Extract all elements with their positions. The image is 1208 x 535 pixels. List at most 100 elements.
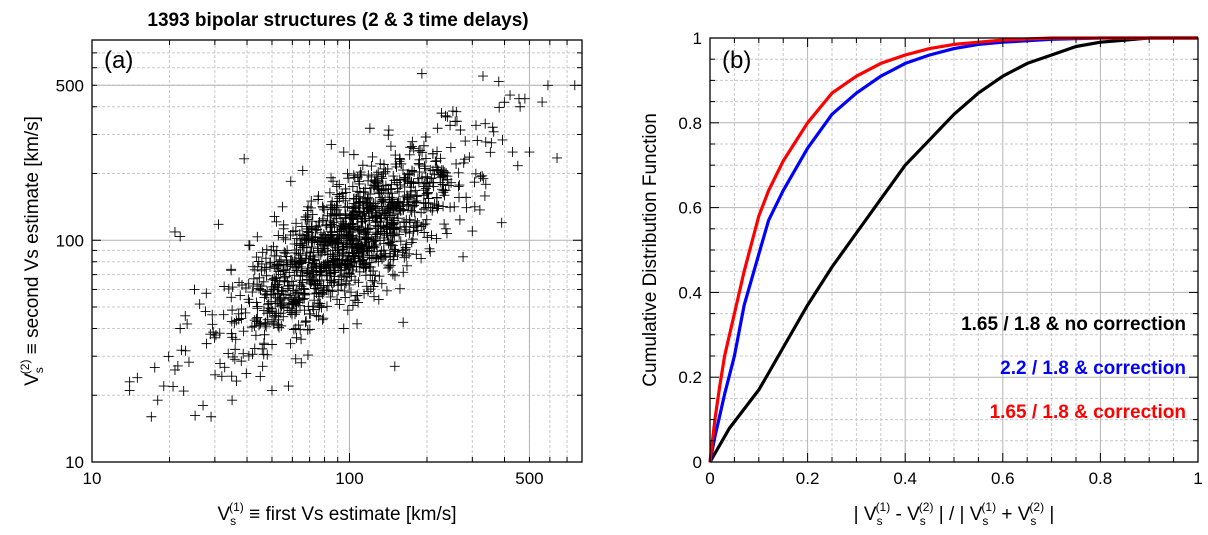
scatter-point <box>249 315 260 326</box>
scatter-point <box>276 254 287 265</box>
scatter-point <box>252 261 263 272</box>
y-tick-label: 1 <box>693 29 702 48</box>
scatter-x-axis-label: Vs(1) ≡ first Vs estimate [km/s] <box>217 500 456 528</box>
scatter-point <box>389 223 400 234</box>
scatter-point <box>436 167 447 178</box>
scatter-point <box>394 229 405 240</box>
scatter-point <box>313 311 324 322</box>
scatter-point <box>372 228 383 239</box>
scatter-point <box>472 135 483 146</box>
scatter-point <box>270 263 281 274</box>
scatter-point <box>387 269 398 280</box>
scatter-point <box>316 261 327 272</box>
scatter-point <box>209 332 220 343</box>
scatter-point <box>552 152 563 163</box>
y-tick-label: 0.2 <box>678 368 702 387</box>
scatter-point <box>392 249 403 260</box>
scatter-point <box>341 255 352 266</box>
scatter-point <box>395 236 406 247</box>
scatter-point <box>218 309 229 320</box>
scatter-point <box>524 147 535 158</box>
scatter-point <box>382 163 393 174</box>
scatter-point <box>409 166 420 177</box>
scatter-point <box>370 177 381 188</box>
scatter-point <box>400 224 411 235</box>
scatter-point <box>230 344 241 355</box>
scatter-point <box>206 411 217 422</box>
scatter-point <box>223 348 234 359</box>
scatter-point <box>241 368 252 379</box>
scatter-point <box>441 228 452 239</box>
scatter-point <box>385 260 396 271</box>
scatter-point <box>421 214 432 225</box>
scatter-point <box>385 203 396 214</box>
scatter-point <box>391 201 402 212</box>
scatter-point <box>353 225 364 236</box>
scatter-point <box>364 257 375 268</box>
scatter-point <box>388 171 399 182</box>
scatter-point <box>168 381 179 392</box>
scatter-point <box>380 180 391 191</box>
scatter-point <box>287 309 298 320</box>
scatter-point <box>152 395 163 406</box>
scatter-point <box>149 362 160 373</box>
scatter-point <box>262 314 273 325</box>
y-tick-label: 0 <box>693 453 702 472</box>
scatter-point <box>334 179 345 190</box>
scatter-point <box>416 68 427 79</box>
scatter-point <box>293 248 304 259</box>
scatter-point <box>194 299 205 310</box>
scatter-point <box>418 219 429 230</box>
scatter-point <box>296 257 307 268</box>
scatter-point <box>384 210 395 221</box>
x-tick-label: 0.2 <box>796 469 820 488</box>
scatter-point <box>357 160 368 171</box>
scatter-point <box>297 270 308 281</box>
scatter-point <box>285 290 296 301</box>
scatter-point <box>485 147 496 158</box>
scatter-point <box>265 262 276 273</box>
scatter-point <box>420 183 431 194</box>
scatter-point <box>418 140 429 151</box>
scatter-ticks: 10 100 500 10 100 500 <box>56 39 583 488</box>
scatter-point <box>400 242 411 253</box>
scatter-point <box>389 215 400 226</box>
x-tick-label: 1 <box>1193 469 1202 488</box>
scatter-point <box>163 351 174 362</box>
scatter-point <box>399 252 410 263</box>
scatter-point <box>296 357 307 368</box>
scatter-point <box>342 305 353 316</box>
scatter-point <box>172 360 183 371</box>
scatter-point <box>392 183 403 194</box>
scatter-point <box>357 211 368 222</box>
scatter-point <box>309 295 320 306</box>
scatter-point <box>449 201 460 212</box>
scatter-point <box>272 319 283 330</box>
scatter-frame <box>91 39 583 463</box>
scatter-point <box>453 181 464 192</box>
scatter-point <box>402 191 413 202</box>
scatter-point <box>454 180 465 191</box>
scatter-point <box>405 178 416 189</box>
scatter-point <box>213 219 224 230</box>
scatter-point <box>132 372 143 383</box>
scatter-point <box>408 222 419 233</box>
scatter-point <box>261 270 272 281</box>
scatter-point <box>210 369 221 380</box>
scatter-point <box>388 217 399 228</box>
scatter-point <box>201 338 212 349</box>
scatter-point <box>271 250 282 261</box>
scatter-point <box>243 350 254 361</box>
scatter-point <box>408 196 419 207</box>
scatter-point <box>507 147 518 158</box>
scatter-point <box>431 192 442 203</box>
scatter-point <box>542 80 553 91</box>
cdf-lines <box>708 36 1198 463</box>
scatter-point <box>252 279 263 290</box>
scatter-point <box>480 179 491 190</box>
scatter-point <box>269 260 280 271</box>
scatter-point <box>340 251 351 262</box>
scatter-point <box>332 294 343 305</box>
scatter-point <box>314 236 325 247</box>
scatter-point <box>352 318 363 329</box>
